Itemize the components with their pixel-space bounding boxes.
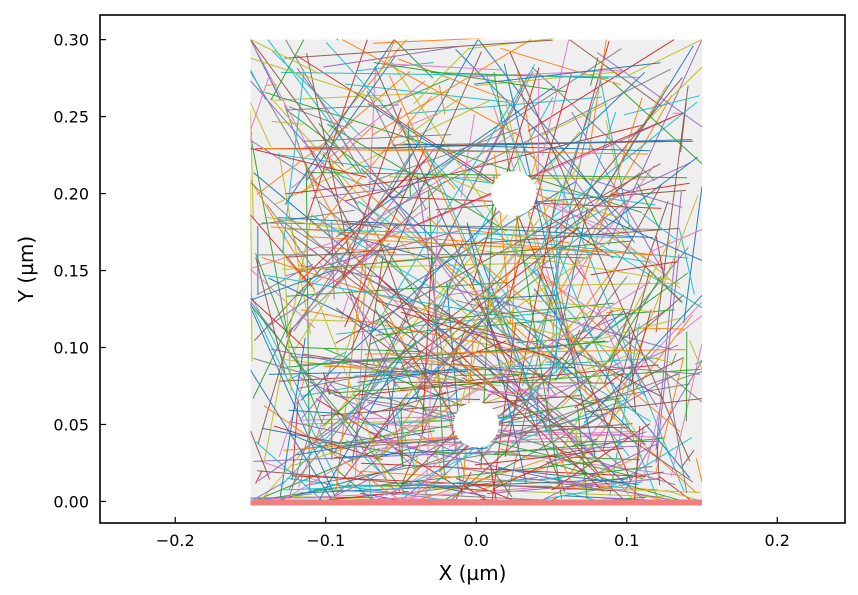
y-tick-label: 0.05 (53, 415, 89, 434)
x-tick-label: −0.2 (156, 531, 195, 550)
trajectory-segment (543, 267, 554, 268)
x-axis-ticks: −0.2 −0.1 0.0 0.1 0.2 (156, 517, 790, 550)
y-tick-label: 0.20 (53, 185, 89, 204)
y-tick-label: 0.10 (53, 339, 89, 358)
y-tick-label: 0.15 (53, 262, 89, 281)
y-axis-label: Y (µm) (14, 236, 38, 303)
y-tick-label: 0.00 (53, 492, 89, 511)
x-tick-label: 0.0 (464, 531, 489, 550)
x-tick-label: 0.1 (614, 531, 639, 550)
x-tick-label: 0.2 (765, 531, 790, 550)
x-axis-label: X (µm) (439, 561, 507, 585)
y-tick-label: 0.25 (53, 108, 89, 127)
y-axis-ticks: 0.00 0.05 0.10 0.15 0.20 0.25 0.30 (53, 31, 106, 512)
x-tick-label: −0.1 (306, 531, 345, 550)
void-circle (491, 171, 536, 216)
trajectory-segment (538, 78, 539, 184)
void-circle (454, 402, 499, 447)
y-tick-label: 0.30 (53, 31, 89, 50)
trajectory-segment (326, 22, 338, 40)
